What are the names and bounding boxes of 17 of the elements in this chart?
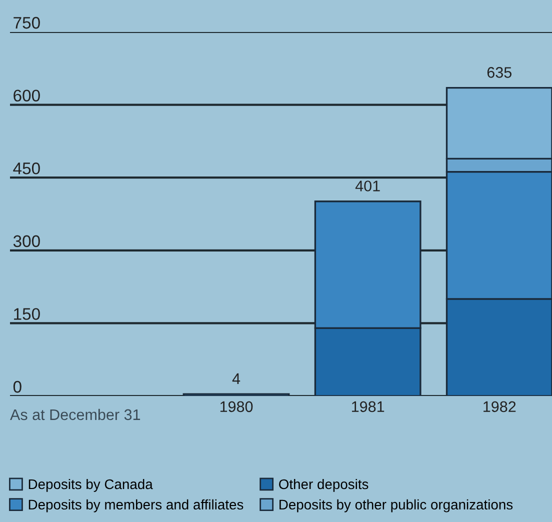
x-tick-label: 1980 <box>220 401 253 412</box>
y-tick-label: 450 <box>13 162 40 174</box>
x-tick-label: 1982 <box>484 401 516 412</box>
x-tick-label: 1981 <box>352 401 384 412</box>
y-tick-label: 0 <box>13 380 22 393</box>
legend-label: Deposits by other public organizations <box>280 499 513 512</box>
total-label: 401 <box>355 180 380 192</box>
total-label: 4 <box>232 373 240 384</box>
y-tick-label: 300 <box>13 235 40 248</box>
y-tick-label: 150 <box>14 308 40 320</box>
legend-label: Deposits by Canada <box>28 478 153 492</box>
text: As at December 31 <box>10 408 140 420</box>
y-tick-label: 750 <box>14 16 40 29</box>
y-tick-label: 600 <box>14 90 40 102</box>
total-label: 635 <box>487 67 512 78</box>
legend-label: Other deposits <box>279 478 368 492</box>
legend-label: Deposits by members and affiliates <box>28 499 244 512</box>
